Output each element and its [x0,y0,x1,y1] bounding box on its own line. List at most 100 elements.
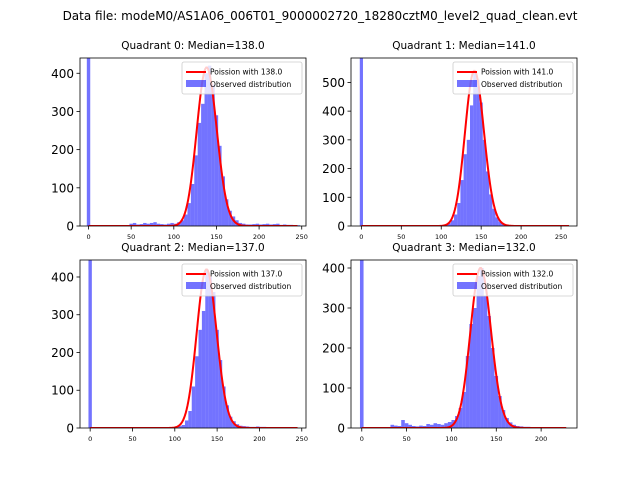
histogram-bar [401,420,405,428]
histogram-bar [429,424,434,428]
x-tick-label: 250 [555,233,567,241]
histogram-bar [228,210,232,226]
quadrant-0-axes-frame [79,57,307,227]
histogram-bar [492,208,496,226]
poisson-curve [361,69,570,226]
histogram-bar [194,155,198,226]
y-tick-label: 300 [51,308,74,322]
histogram-bar [455,416,459,428]
histogram-bar [454,214,458,226]
histogram-bar [188,411,192,428]
y-tick-label: 500 [322,76,345,90]
x-tick-label: 100 [169,435,181,443]
y-tick-label: 300 [322,302,345,316]
histogram-bar [447,223,451,226]
histogram-bar [88,260,92,428]
histogram-bar [359,58,363,226]
histogram-bar [483,296,488,428]
histogram-bar [178,426,182,428]
legend-patch-swatch [186,80,206,87]
histogram-bar [191,386,196,428]
histogram-bar [180,220,185,226]
quadrant-1-plot-area [359,58,570,226]
x-tick-label: 250 [296,233,308,241]
quadrant-2-title: Quadrant 2: Median=137.0 [121,242,264,254]
legend-label-poisson: Poission with 132.0 [481,270,554,279]
x-tick-label: 0 [360,435,364,443]
histogram-bar [224,199,229,226]
y-tick-label: 200 [322,162,345,176]
quadrant-1-chart: Quadrant 1: Median=141.0 0 50 100 150 200 250 0… [322,40,578,241]
histogram-bar [195,356,199,428]
poisson-curve [90,268,298,428]
histogram-bar [463,154,467,226]
quadrant-3-chart: Quadrant 3: Median=132.0 0 50 100 150 200 0 100… [322,242,578,443]
histogram-bar [458,408,463,428]
histogram-bar [498,396,502,428]
quadrant-0-title: Quadrant 0: Median=138.0 [121,40,264,52]
histogram-bar [476,79,480,226]
histogram-bar [490,348,495,428]
quadrant-1-axes-frame [350,57,578,227]
histogram-bar [197,122,202,226]
x-tick-label: 0 [359,233,363,241]
histogram-bar [214,115,219,226]
histogram-bar [495,217,499,226]
histogram-bar [469,324,473,428]
histogram-bar [447,422,452,428]
histogram-bar [482,139,486,226]
legend-box [181,263,303,297]
histogram-bar [462,392,466,428]
histogram-bar [408,424,412,428]
histogram-bar [166,223,171,226]
histogram-bar [146,223,150,226]
histogram-bar [390,424,395,428]
quadrant-0-chart: Quadrant 0: Median=138.0 0 50 100 150 200 250 0… [51,40,308,241]
histogram-bar [450,220,455,226]
histogram-bar [473,70,477,226]
x-tick-label: 250 [296,435,308,443]
histogram-bar [170,222,174,226]
y-tick-label: 300 [322,133,345,147]
y-tick-label: 100 [322,382,345,396]
histogram-bar [221,176,225,226]
histogram-bar [494,376,499,428]
legend-label-poisson: Poission with 137.0 [210,270,283,279]
figure-title: Data file: modeM0/AS1A06_006T01_90000027… [63,9,578,23]
histogram-bar [433,423,438,428]
histogram-bar [476,276,481,428]
y-tick-label: 0 [337,422,345,436]
histogram-bar [255,223,260,226]
poisson-curve [88,66,298,226]
histogram-bar [86,58,91,226]
x-tick-label: 100 [445,435,457,443]
legend-label-poisson: Poission with 138.0 [210,68,283,77]
histogram-bar [156,223,161,226]
histogram-bar [487,316,491,428]
histogram-bar [218,145,222,226]
x-tick-label: 50 [397,233,405,241]
histogram-bar [265,223,270,226]
x-tick-label: 200 [253,233,265,241]
histogram-bar [466,139,470,226]
histogram-bar [132,222,137,226]
histogram-bar [143,222,147,226]
y-tick-label: 100 [322,191,345,205]
y-tick-label: 400 [322,105,345,119]
histogram-bar [480,268,484,428]
x-tick-label: 150 [490,435,502,443]
histogram-bar [222,386,226,428]
histogram-bar [276,223,280,226]
histogram-bar [469,105,474,226]
histogram-bar [129,223,133,226]
histogram-bar [359,260,364,428]
legend-label-observed: Observed distribution [481,80,562,89]
x-tick-label: 50 [128,435,136,443]
y-tick-label: 0 [66,220,74,234]
y-tick-label: 400 [51,270,74,284]
histogram-bar [228,416,233,428]
histogram-bar [204,73,208,226]
quadrant-2-plot-area [88,260,298,428]
legend-box [452,263,574,297]
